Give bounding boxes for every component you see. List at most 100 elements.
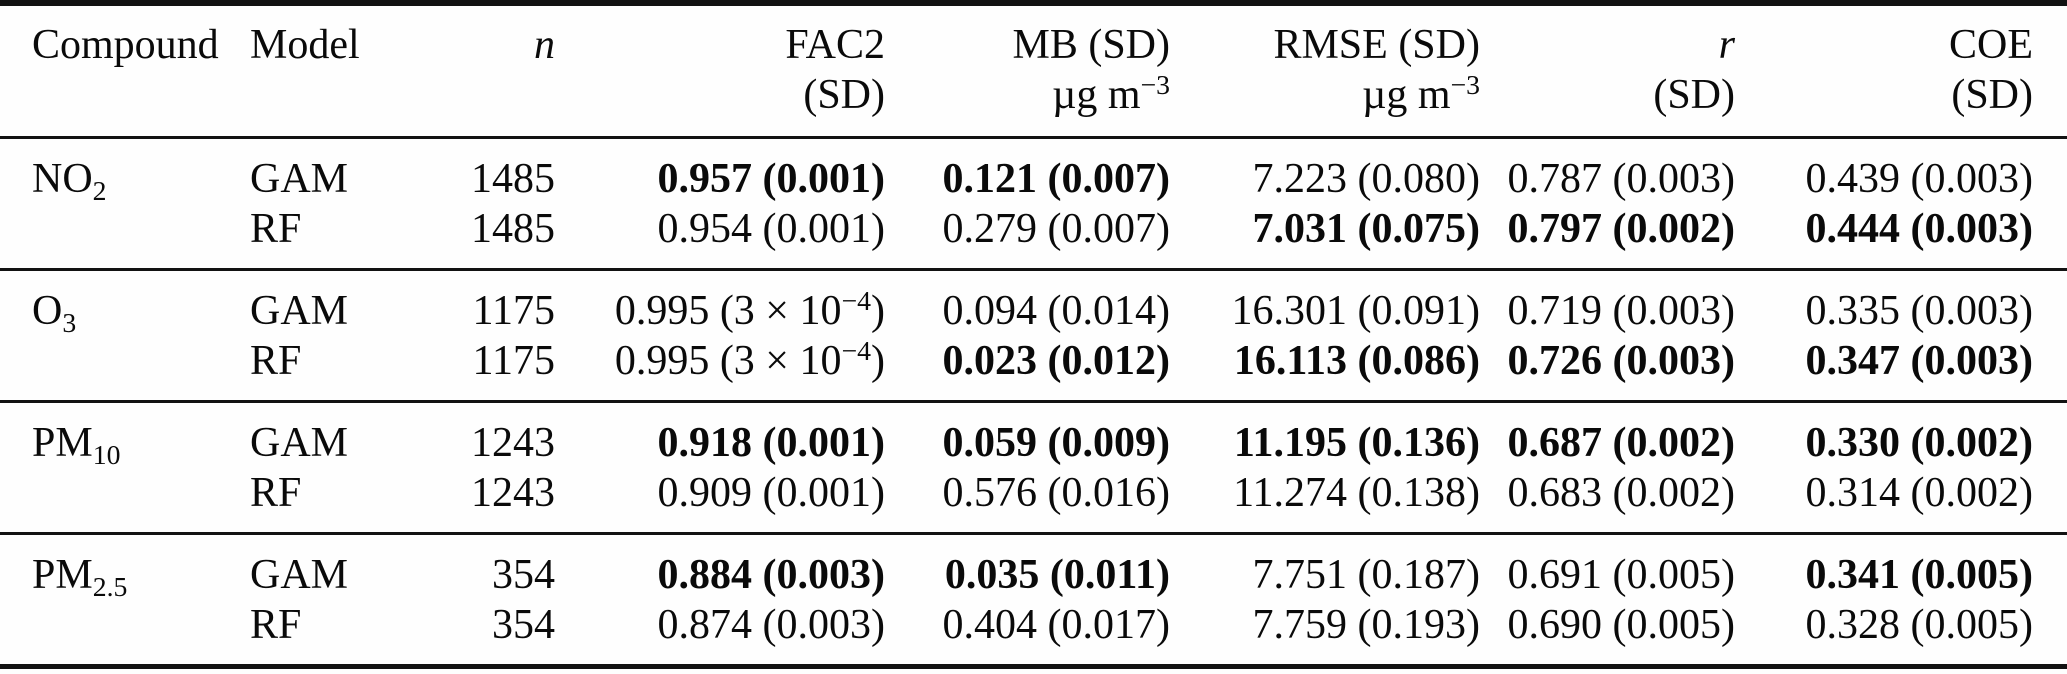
cell-compound: NO2 — [0, 138, 250, 270]
cell-fac2: 0.874 (0.003) — [657, 602, 885, 648]
fac2-exponent: −4 — [841, 335, 872, 367]
header-mb-label: MB (SD) — [1012, 22, 1170, 68]
cell-n: 354 — [492, 552, 555, 598]
cell-r: 0.787 (0.003) — [1507, 156, 1735, 202]
cell-coe: 0.314 (0.002) — [1805, 470, 2033, 516]
table-row: RF 1485 0.954 (0.001) 0.279 (0.007) 7.03… — [0, 204, 2067, 270]
cell-mb: 0.279 (0.007) — [942, 206, 1170, 252]
table-row: RF 1175 0.995 (3 × 10−4) 0.023 (0.012) 1… — [0, 336, 2067, 402]
header-rmse-unit: µg m−3 — [1170, 70, 1480, 120]
cell-mb: 0.121 (0.007) — [942, 156, 1170, 202]
cell-fac2: 0.918 (0.001) — [657, 420, 885, 466]
cell-mb: 0.059 (0.009) — [942, 420, 1170, 466]
cell-r: 0.691 (0.005) — [1507, 552, 1735, 598]
col-header-r: r (SD) — [1480, 3, 1735, 138]
cell-model: GAM — [250, 288, 349, 334]
cell-model: GAM — [250, 156, 349, 202]
header-rmse-label: RMSE (SD) — [1273, 22, 1480, 68]
unit-exponent: −3 — [1140, 69, 1171, 101]
table-row: PM2.5 GAM 354 0.884 (0.003) 0.035 (0.011… — [0, 534, 2067, 600]
cell-rmse: 16.113 (0.086) — [1233, 338, 1480, 384]
cell-rmse: 7.751 (0.187) — [1252, 552, 1480, 598]
header-model-label: Model — [250, 22, 360, 68]
cell-compound: PM10 — [0, 402, 250, 534]
col-header-model: Model — [250, 3, 415, 138]
cell-fac2: 0.954 (0.001) — [657, 206, 885, 252]
cell-fac2: 0.909 (0.001) — [657, 470, 885, 516]
compound-label: NO — [32, 156, 93, 202]
fac2-value: 0.995 (3 × 10 — [614, 288, 842, 334]
col-header-n: n — [415, 3, 555, 138]
cell-compound: PM2.5 — [0, 534, 250, 667]
cell-rmse: 16.301 (0.091) — [1231, 288, 1480, 334]
compound-subscript: 2.5 — [92, 570, 128, 602]
header-r-sd-label: (SD) — [1653, 72, 1735, 118]
cell-model: RF — [250, 470, 302, 516]
cell-n: 354 — [492, 602, 555, 648]
col-header-compound: Compound — [0, 3, 250, 138]
fac2-value: 0.995 (3 × 10 — [614, 338, 842, 384]
cell-r: 0.687 (0.002) — [1507, 420, 1735, 466]
cell-fac2: 0.957 (0.001) — [657, 156, 885, 202]
cell-n: 1243 — [471, 470, 555, 516]
cell-rmse: 7.759 (0.193) — [1252, 602, 1480, 648]
cell-coe: 0.330 (0.002) — [1805, 420, 2033, 466]
cell-model: RF — [250, 206, 302, 252]
compound-label: PM — [32, 420, 93, 466]
cell-mb: 0.035 (0.011) — [944, 552, 1170, 598]
compound-group-o3: O3 GAM 1175 0.995 (3 × 10−4) 0.094 (0.01… — [0, 269, 2067, 402]
cell-fac2: 0.995 (3 × 10−4) — [555, 270, 885, 337]
cell-coe: 0.347 (0.003) — [1805, 338, 2033, 384]
cell-n: 1243 — [471, 420, 555, 466]
cell-rmse: 7.223 (0.080) — [1252, 156, 1480, 202]
cell-coe: 0.439 (0.003) — [1805, 156, 2033, 202]
header-coe-label: COE — [1949, 22, 2033, 68]
cell-coe: 0.335 (0.003) — [1805, 288, 2033, 334]
unit-exponent: −3 — [1450, 69, 1481, 101]
col-header-rmse: RMSE (SD) µg m−3 — [1170, 3, 1480, 138]
compound-group-no2: NO2 GAM 1485 0.957 (0.001) 0.121 (0.007)… — [0, 137, 2067, 270]
compound-label: PM — [32, 552, 93, 598]
cell-rmse: 7.031 (0.075) — [1252, 206, 1480, 252]
table-row: NO2 GAM 1485 0.957 (0.001) 0.121 (0.007)… — [0, 138, 2067, 204]
cell-n: 1485 — [471, 156, 555, 202]
table-row: RF 1243 0.909 (0.001) 0.576 (0.016) 11.2… — [0, 468, 2067, 534]
header-fac2-sd-label: (SD) — [803, 72, 885, 118]
unit-base: µg m — [1362, 72, 1451, 118]
cell-n: 1175 — [472, 338, 555, 384]
col-header-coe: COE (SD) — [1735, 3, 2067, 138]
header-row: Compound Model n FAC2 (SD) MB (SD) µg m−… — [0, 3, 2067, 138]
cell-fac2: 0.884 (0.003) — [657, 552, 885, 598]
cell-model: GAM — [250, 420, 349, 466]
compound-label: O — [32, 288, 63, 334]
col-header-fac2: FAC2 (SD) — [555, 3, 885, 138]
table-row: O3 GAM 1175 0.995 (3 × 10−4) 0.094 (0.01… — [0, 270, 2067, 338]
table-row: RF 354 0.874 (0.003) 0.404 (0.017) 7.759… — [0, 600, 2067, 667]
cell-model: RF — [250, 338, 302, 384]
cell-rmse: 11.274 (0.138) — [1233, 470, 1480, 516]
cell-model: RF — [250, 602, 302, 648]
header-n-label: n — [534, 22, 555, 68]
table-header: Compound Model n FAC2 (SD) MB (SD) µg m−… — [0, 3, 2067, 138]
compound-subscript: 2 — [92, 174, 107, 206]
cell-rmse: 11.195 (0.136) — [1233, 420, 1480, 466]
fac2-exponent: −4 — [841, 285, 872, 317]
cell-r: 0.726 (0.003) — [1507, 338, 1735, 384]
cell-mb: 0.023 (0.012) — [942, 338, 1170, 384]
cell-coe: 0.341 (0.005) — [1805, 552, 2033, 598]
cell-coe: 0.444 (0.003) — [1805, 206, 2033, 252]
cell-r: 0.797 (0.002) — [1507, 206, 1735, 252]
cell-r: 0.690 (0.005) — [1507, 602, 1735, 648]
compound-group-pm10: PM10 GAM 1243 0.918 (0.001) 0.059 (0.009… — [0, 401, 2067, 534]
unit-base: µg m — [1052, 72, 1141, 118]
compound-subscript: 3 — [62, 306, 77, 338]
cell-coe: 0.328 (0.005) — [1805, 602, 2033, 648]
cell-fac2: 0.995 (3 × 10−4) — [555, 336, 885, 402]
cell-mb: 0.404 (0.017) — [942, 602, 1170, 648]
cell-mb: 0.576 (0.016) — [942, 470, 1170, 516]
header-mb-unit: µg m−3 — [885, 70, 1170, 120]
header-coe-sd-label: (SD) — [1951, 72, 2033, 118]
cell-r: 0.719 (0.003) — [1507, 288, 1735, 334]
